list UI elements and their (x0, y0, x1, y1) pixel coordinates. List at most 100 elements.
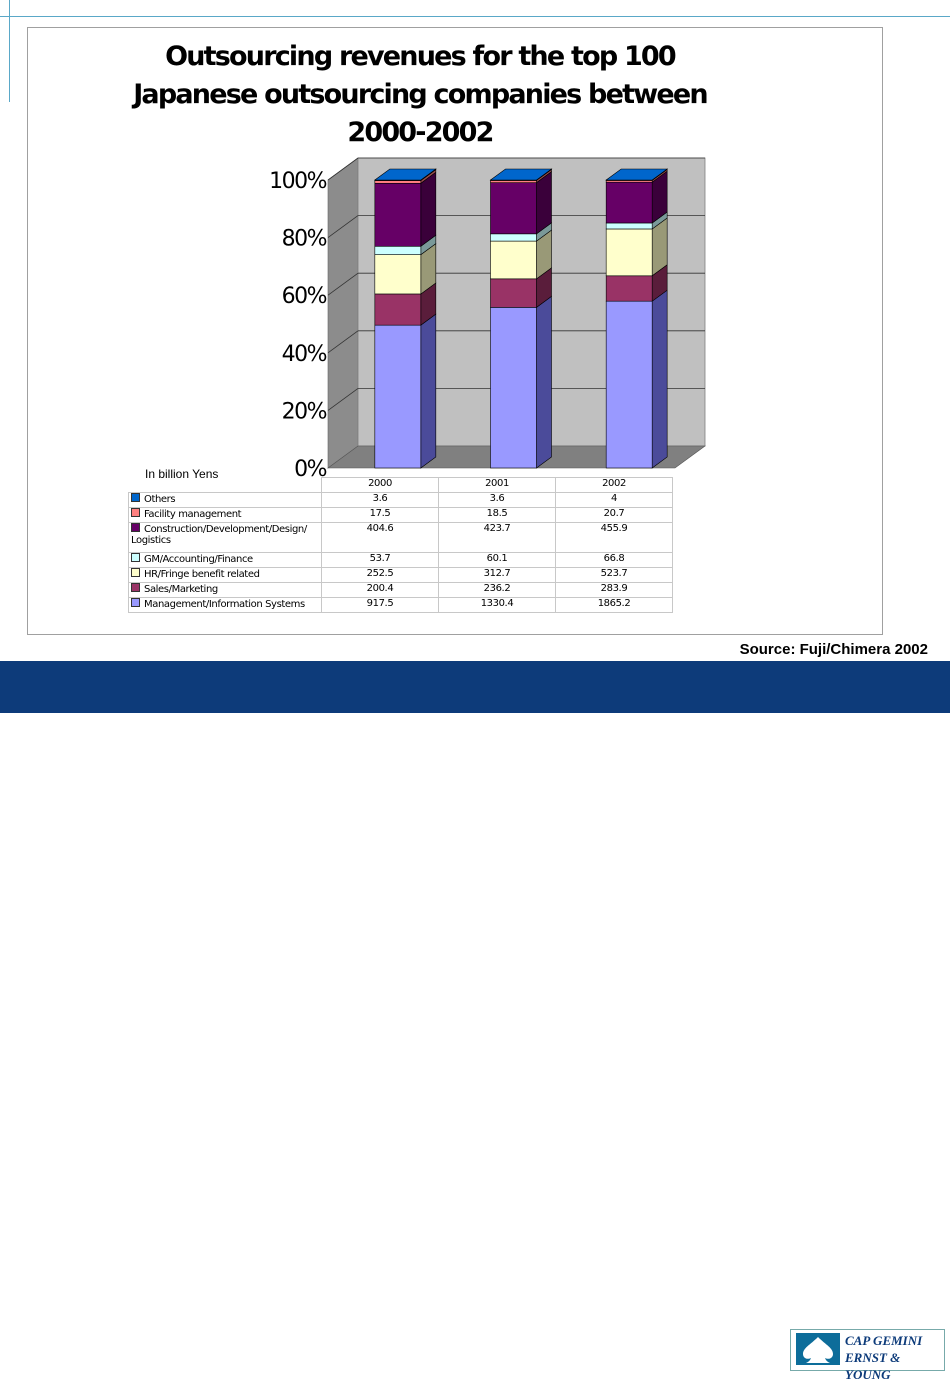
bar-top (605, 168, 669, 181)
legend-swatch (131, 583, 140, 592)
legend-swatch (131, 523, 140, 532)
table-cell: 3.6 (438, 492, 556, 508)
bar-segment (374, 180, 422, 184)
table-cell: 312.7 (438, 567, 556, 583)
table-cell: 1865.2 (555, 597, 673, 613)
table-cell: 66.8 (555, 552, 673, 568)
left-rule (9, 0, 10, 102)
footer-bar: -2- © 2002 Cap Gemini Ernst & Young - Al… (0, 661, 950, 1382)
legend-label: HR/Fringe benefit related (144, 569, 260, 580)
legend-label: Facility management (144, 509, 242, 520)
left-wall (327, 157, 359, 469)
gridline (327, 388, 359, 411)
bar-segment (490, 278, 537, 308)
legend-label: Others (144, 494, 176, 505)
table-cell: 404.6 (321, 522, 439, 553)
gridline (327, 272, 359, 296)
bar-segment (605, 181, 653, 224)
unit-label: In billion Yens (145, 467, 219, 481)
bar-segment-side (420, 171, 437, 247)
legend-label: Sales/Marketing (144, 584, 218, 595)
gridline (327, 215, 359, 238)
table-cell: 20.7 (555, 507, 673, 523)
legend-label: Construction/Development/Design/ Logisti… (131, 524, 307, 546)
table-cell: 236.2 (438, 582, 556, 598)
legend-label: Management/Information Systems (144, 599, 305, 610)
legend-swatch (131, 553, 140, 562)
table-cell: 455.9 (555, 522, 673, 553)
bar-segment (374, 293, 422, 326)
bar-segment (490, 240, 537, 280)
row-label: Facility management (128, 507, 322, 523)
legend-label: GM/Accounting/Finance (144, 554, 253, 565)
table-cell: 18.5 (438, 507, 556, 523)
table-corner (129, 478, 322, 493)
bar-segment (374, 182, 422, 247)
table-row: Management/Information Systems 917.5 1330.… (128, 597, 673, 613)
table-row: Sales/Marketing 200.4 236.2 283.9 (128, 582, 673, 598)
table-cell: 252.5 (321, 567, 439, 583)
company-logo: CAP GEMINI ERNST & YOUNG (790, 1329, 945, 1382)
column-header: 2002 (555, 477, 673, 493)
table-header-row: 2000 2001 2002 (129, 477, 673, 493)
table-row: HR/Fringe benefit related 252.5 312.7 523.7 (128, 567, 673, 583)
legend-swatch (131, 568, 140, 577)
row-label: Management/Information Systems (128, 597, 322, 613)
table-row: Construction/Development/Design/ Logisti… (128, 522, 673, 553)
row-label: Sales/Marketing (128, 582, 322, 598)
y-tick-label: 40% (282, 342, 327, 367)
table-cell: 1330.4 (438, 597, 556, 613)
bar-segment-side (420, 313, 437, 469)
table-cell: 4 (555, 492, 673, 508)
logo-line-1: CAP GEMINI (845, 1333, 923, 1348)
bar-segment-side (536, 295, 552, 469)
bar-segment (605, 228, 653, 277)
bar-top (489, 168, 553, 181)
bar-segment (605, 222, 653, 230)
logo-line-2: ERNST & YOUNG (845, 1350, 901, 1382)
table-cell: 283.9 (555, 582, 673, 598)
gridline (327, 330, 359, 354)
data-table: 2000 2001 2002 Others 3.6 3.6 4 Facility man… (128, 477, 673, 613)
row-label: HR/Fringe benefit related (128, 567, 322, 583)
logo-wordmark: CAP GEMINI ERNST & YOUNG (845, 1332, 944, 1383)
table-cell: 17.5 (321, 507, 439, 523)
stacked-bar-chart: 0%20%40%60%80%100% (269, 157, 706, 482)
top-rule (0, 16, 950, 17)
bar-segment (605, 275, 653, 302)
bar-segment (490, 307, 537, 469)
source-note: Source: Fuji/Chimera 2002 (739, 641, 928, 658)
bar-segment (490, 182, 537, 235)
legend-swatch (131, 508, 140, 517)
table-row: Others 3.6 3.6 4 (128, 492, 673, 508)
bar-segment-side (651, 289, 668, 469)
legend-swatch (131, 493, 140, 502)
row-label: Others (128, 492, 322, 508)
table-row: GM/Accounting/Finance 53.7 60.1 66.8 (128, 552, 673, 568)
table-row: Facility management 17.5 18.5 20.7 (128, 507, 673, 523)
chart-title: Outsourcing revenues for the top 100 Jap… (133, 41, 708, 148)
row-label: Construction/Development/Design/ Logisti… (128, 522, 322, 553)
bar-top (373, 168, 437, 181)
bar-segment (605, 300, 653, 469)
legend-swatch (131, 598, 140, 607)
column-header: 2001 (438, 477, 556, 493)
table-cell: 423.7 (438, 522, 556, 553)
y-tick-label: 80% (282, 227, 327, 252)
bar-segment (374, 254, 422, 295)
y-tick-label: 60% (282, 284, 327, 309)
table-cell: 3.6 (321, 492, 439, 508)
bar-segment (490, 233, 537, 242)
row-label: GM/Accounting/Finance (128, 552, 322, 568)
table-cell: 53.7 (321, 552, 439, 568)
table-cell: 60.1 (438, 552, 556, 568)
bar-segment (374, 245, 422, 255)
gridline (327, 157, 359, 181)
table-cell: 200.4 (321, 582, 439, 598)
spade-logo-icon (796, 1333, 840, 1365)
column-header: 2000 (321, 477, 439, 493)
y-tick-label: 100% (269, 169, 326, 194)
bar-segment (374, 324, 422, 469)
y-tick-label: 20% (282, 399, 327, 424)
table-cell: 917.5 (321, 597, 439, 613)
